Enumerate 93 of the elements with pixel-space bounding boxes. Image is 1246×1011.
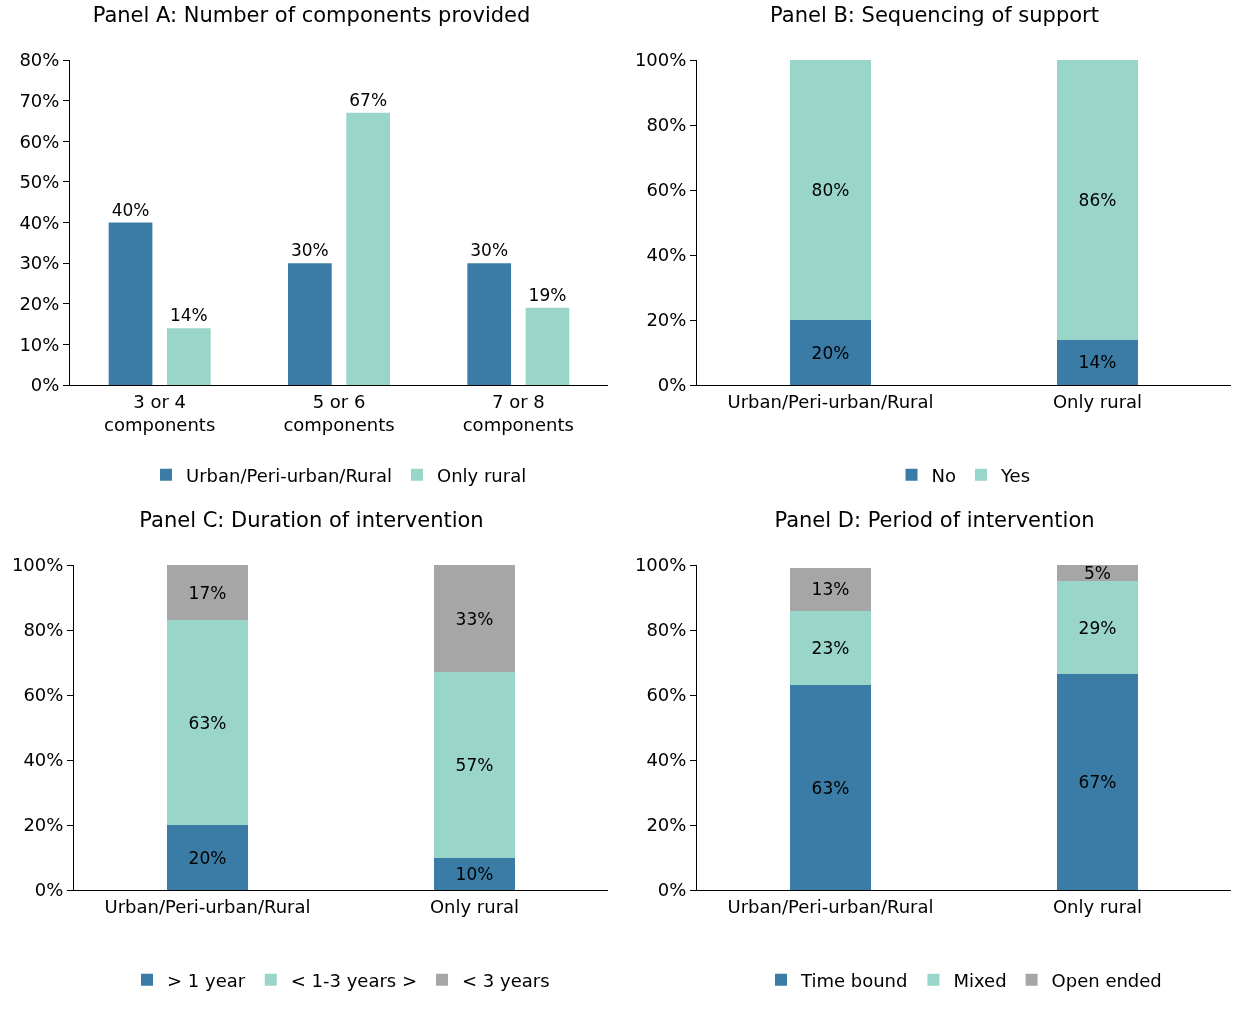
data-label: 19% [528, 284, 567, 305]
legend-label: Only rural [436, 464, 527, 486]
bar [167, 825, 248, 890]
x-tick-label: Urban/Peri-urban/Rural [104, 895, 311, 917]
data-label: 33% [455, 608, 494, 629]
bar [467, 263, 512, 385]
y-tick-label: 50% [19, 171, 60, 193]
bar [167, 620, 248, 825]
y-tick-label: 10% [19, 333, 60, 355]
data-label: 30% [470, 240, 509, 261]
bar [166, 328, 211, 385]
legend-label: Urban/Peri-urban/Rural [186, 464, 392, 486]
chart-title: Panel C: Duration of intervention [139, 508, 484, 533]
y-tick-label: 0% [30, 374, 60, 396]
x-tick-label: 7 or 8 components [462, 390, 574, 435]
chart-title: Panel A: Number of components provided [92, 3, 531, 28]
bar [434, 565, 515, 673]
data-label: 20% [188, 847, 227, 868]
legend-label: Time bound [800, 969, 908, 991]
y-tick-label: 100% [634, 554, 687, 576]
y-tick-label: 80% [646, 114, 687, 136]
data-label: 23% [811, 637, 850, 658]
data-label: 5% [1084, 563, 1111, 584]
data-label: 14% [1078, 352, 1117, 373]
bar [434, 672, 515, 858]
data-label: 80% [811, 180, 850, 200]
bar [288, 263, 332, 385]
bar [108, 222, 153, 385]
data-label: 10% [455, 863, 494, 884]
x-tick-label: Urban/Peri-urban/Rural [727, 390, 934, 412]
data-label: 40% [111, 199, 150, 220]
y-tick-label: 30% [19, 252, 60, 274]
y-tick-label: 100% [634, 49, 687, 71]
data-label: 29% [1078, 617, 1117, 638]
data-label: 67% [349, 89, 388, 110]
y-tick-label: 40% [23, 749, 64, 771]
data-label: 13% [811, 579, 850, 600]
data-label: 20% [811, 342, 850, 363]
data-label: 30% [290, 240, 329, 261]
data-label: 67% [1078, 771, 1117, 792]
bar [525, 307, 570, 385]
bar [346, 112, 390, 385]
y-tick-label: 60% [19, 130, 60, 152]
bar [790, 685, 871, 890]
x-tick-label: 3 or 4 components [104, 390, 216, 435]
legend-label: < 1-3 years > [290, 969, 417, 991]
y-tick-label: 70% [19, 89, 60, 111]
x-tick-label: Only rural [429, 895, 520, 917]
y-tick-label: 80% [23, 619, 64, 641]
bar [1057, 673, 1138, 890]
bar [790, 60, 871, 320]
y-tick-label: 60% [23, 684, 64, 706]
chart-title: Panel D: Period of intervention [774, 508, 1095, 533]
y-tick-label: 20% [19, 293, 60, 315]
legend-label: Open ended [1051, 969, 1162, 991]
y-tick-label: 60% [646, 684, 687, 706]
legend-label: < 3 years [462, 969, 550, 991]
legend-label: No [931, 464, 956, 486]
y-tick-label: 40% [646, 244, 687, 266]
bar [1057, 60, 1138, 340]
x-tick-label: Only rural [1052, 895, 1143, 917]
y-tick-label: 20% [646, 309, 687, 331]
data-label: 63% [811, 777, 850, 798]
bar [1057, 581, 1138, 674]
y-tick-label: 40% [646, 749, 687, 771]
y-tick-label: 80% [19, 49, 60, 71]
x-tick-label: Urban/Peri-urban/Rural [727, 895, 934, 917]
bar [167, 565, 248, 621]
data-label: 86% [1078, 189, 1117, 210]
y-tick-label: 100% [11, 554, 64, 576]
chart-title: Panel B: Sequencing of support [770, 3, 1099, 28]
y-tick-label: 40% [19, 211, 60, 233]
legend-label: > 1 year [167, 969, 246, 991]
bar [790, 610, 871, 686]
data-label: 14% [169, 305, 208, 326]
y-tick-label: 20% [646, 814, 687, 836]
bar [790, 568, 871, 611]
data-label: 63% [188, 712, 227, 733]
x-tick-label: 5 or 6 components [283, 390, 395, 435]
y-tick-label: 80% [646, 619, 687, 641]
y-tick-label: 0% [34, 879, 64, 901]
y-tick-label: 20% [23, 814, 64, 836]
data-label: 57% [455, 754, 494, 775]
bar [434, 857, 515, 890]
x-tick-label: Only rural [1052, 390, 1143, 412]
bar [790, 320, 871, 385]
y-tick-label: 0% [657, 374, 687, 396]
legend-label: Mixed [953, 969, 1007, 991]
bar [1057, 339, 1138, 385]
y-tick-label: 60% [646, 179, 687, 201]
legend-label: Yes [999, 464, 1031, 486]
data-label: 17% [188, 582, 227, 603]
y-tick-label: 0% [657, 879, 687, 901]
